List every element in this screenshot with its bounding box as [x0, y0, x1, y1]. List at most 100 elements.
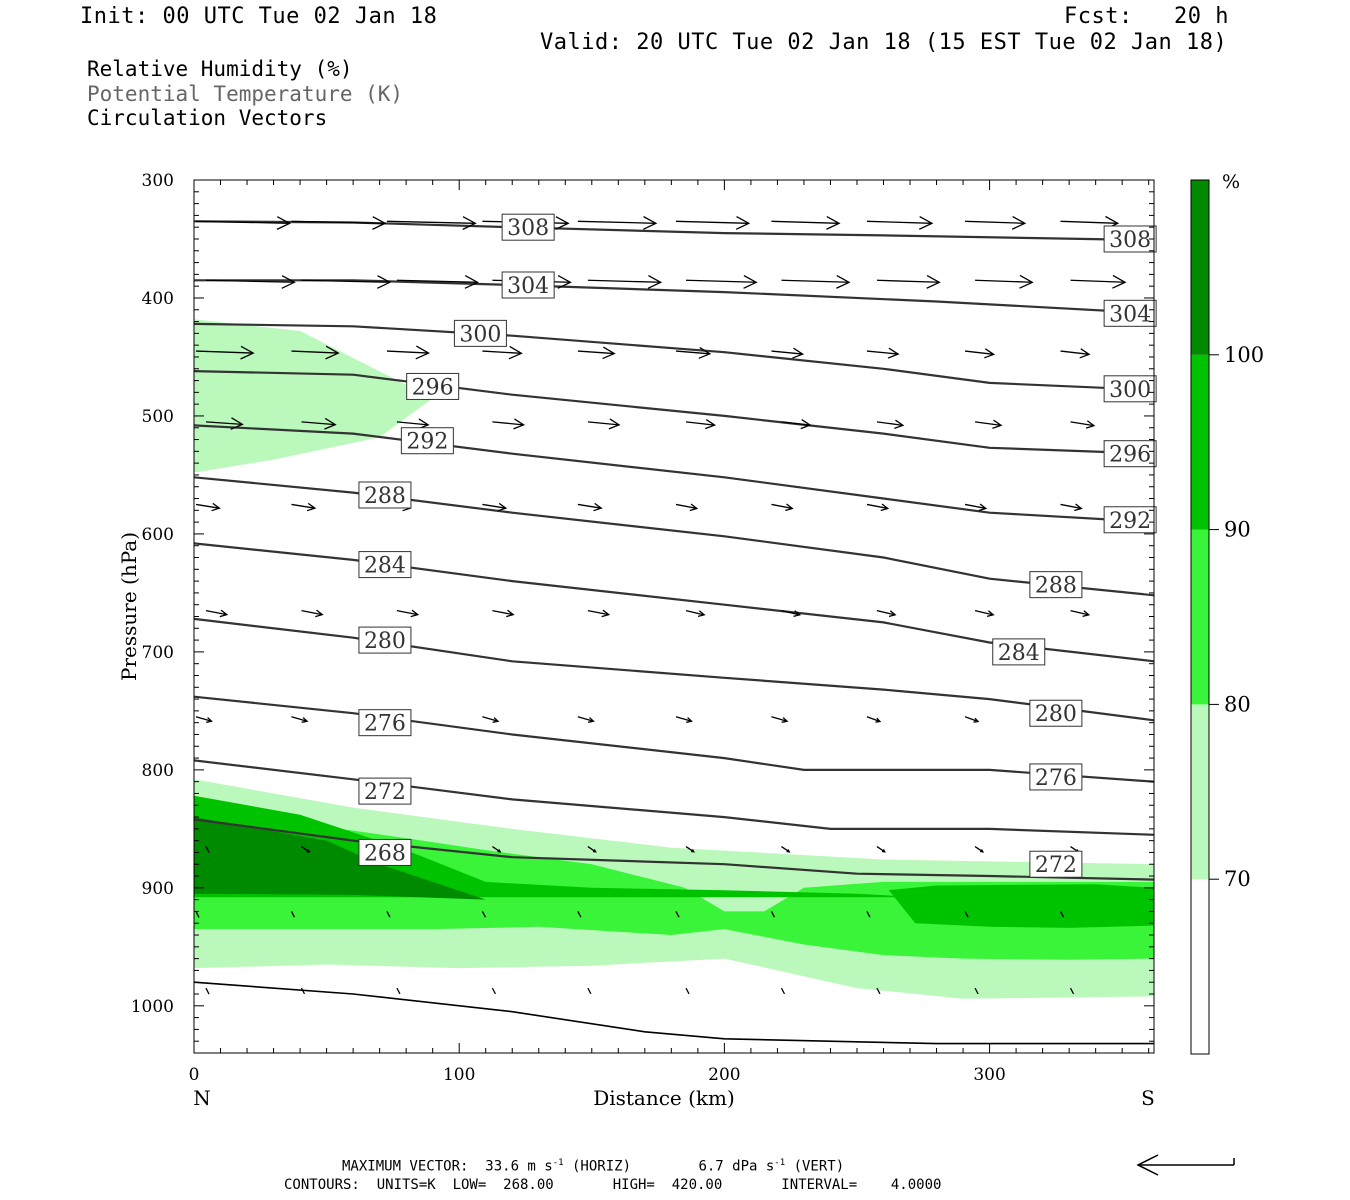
isentrope-label-text: 304 — [1109, 302, 1151, 327]
isentrope-label-box — [1103, 225, 1157, 253]
isentrope-label-box — [1029, 763, 1083, 791]
vector-arrow — [396, 609, 420, 618]
isentrope-label-text: 292 — [1109, 509, 1151, 534]
vector-shaft — [577, 220, 656, 224]
vector-shaft — [675, 220, 749, 224]
isentrope-label-box — [406, 372, 460, 400]
vector-arrow — [964, 716, 980, 723]
vector-head — [1074, 503, 1083, 512]
vector-arrow — [876, 609, 897, 618]
isentrope-label-text: 300 — [1109, 378, 1151, 403]
isentrope-272 — [193, 759, 1155, 836]
rh-region-80-0 — [194, 319, 433, 473]
vector-arrow — [481, 911, 486, 918]
vector-arrow — [482, 716, 500, 723]
vector-shaft — [301, 846, 310, 853]
vector-arrow — [577, 502, 603, 512]
vector-arrow — [965, 215, 1027, 230]
y-axis-label: Pressure (hPa) — [117, 532, 141, 681]
vector-arrow — [291, 716, 309, 723]
isentrope-label: 284 — [358, 551, 412, 579]
vector-arrow — [195, 345, 255, 360]
vector-head — [704, 419, 717, 430]
vector-shaft — [587, 846, 597, 853]
vector-shaft — [205, 421, 243, 425]
vector-shaft — [396, 609, 418, 616]
vector-head — [978, 503, 988, 512]
x-right-end-label: S — [1141, 1086, 1155, 1110]
forecast-hour: Fcst: 20 h — [1064, 4, 1229, 29]
vector-head — [894, 419, 905, 429]
colorbar-segment — [1191, 879, 1209, 1054]
x-tick-label: 200 — [708, 1065, 740, 1085]
isentrope-label-box — [1029, 850, 1083, 878]
vector-head — [219, 609, 229, 618]
vector-head — [324, 417, 337, 430]
vector-shaft — [587, 279, 661, 283]
vector-arrow — [587, 418, 621, 430]
vector-head — [506, 609, 515, 618]
vector-arrow — [975, 274, 1034, 289]
vector-head — [557, 275, 572, 289]
vector-shaft — [770, 911, 776, 918]
vector-arrow — [291, 216, 387, 230]
vector-shaft — [780, 987, 786, 995]
vector-arrow — [491, 987, 496, 995]
colorbar-label: 90 — [1224, 518, 1251, 542]
vector-arrow — [675, 716, 693, 723]
vector-head — [276, 216, 292, 230]
isentrope-label: 272 — [358, 777, 412, 805]
vector-arrow — [1070, 274, 1127, 289]
isentrope-label-text: 288 — [1035, 574, 1077, 599]
vector-arrow — [1070, 420, 1096, 429]
vector-arrow — [781, 419, 812, 430]
max-vert-value: 6.7 dPa s — [698, 1158, 775, 1175]
vector-head — [513, 418, 526, 430]
vector-arrow — [876, 846, 886, 853]
vector-shaft — [876, 846, 886, 853]
vector-head — [697, 610, 706, 618]
colorbar-label: 70 — [1224, 867, 1251, 891]
vector-arrow — [195, 216, 292, 230]
legend-relative-humidity: Relative Humidity (%) — [87, 57, 353, 81]
vector-shaft — [685, 609, 705, 616]
vector-shaft — [482, 350, 522, 354]
vector-shaft — [866, 220, 932, 224]
isentrope-label-text: 268 — [364, 841, 406, 866]
vector-head — [376, 275, 392, 289]
colorbar-segment — [1191, 529, 1209, 705]
vert-unit: (VERT) — [785, 1158, 845, 1175]
vector-arrow — [685, 274, 758, 289]
vector-shaft — [205, 846, 210, 853]
vector-arrow — [301, 275, 392, 289]
vector-arrow — [964, 348, 996, 359]
vector-arrow — [866, 716, 882, 723]
contours-info: CONTOURS: UNITS=K LOW= 268.00 HIGH= 420.… — [284, 1177, 942, 1193]
vector-head — [785, 503, 794, 512]
vector-arrow — [577, 216, 658, 230]
vector-arrow — [300, 987, 306, 995]
vector-arrow — [587, 846, 597, 853]
vector-shaft — [974, 846, 984, 853]
vector-arrow — [291, 502, 317, 512]
vector-shaft — [396, 987, 401, 995]
vector-shaft — [964, 503, 986, 510]
vector-head — [1085, 420, 1096, 429]
vector-shaft — [491, 987, 496, 995]
vector-head — [306, 849, 311, 853]
colorbar-segment — [1191, 354, 1209, 530]
vector-head — [986, 610, 995, 618]
vector-arrow — [974, 419, 1003, 429]
vector-shaft — [771, 503, 793, 510]
vector-arrow — [866, 911, 871, 918]
vector-shaft — [675, 716, 692, 722]
vector-arrow — [396, 987, 401, 995]
vector-arrow — [781, 274, 851, 289]
vector-arrow — [964, 911, 969, 918]
isentrope-label-text: 300 — [459, 322, 501, 347]
vert-exponent: -1 — [774, 1158, 786, 1168]
vector-shaft — [577, 911, 582, 918]
vector-shaft — [771, 716, 788, 722]
isentrope-label-box — [400, 427, 454, 455]
isentrope-304 — [194, 279, 1155, 315]
